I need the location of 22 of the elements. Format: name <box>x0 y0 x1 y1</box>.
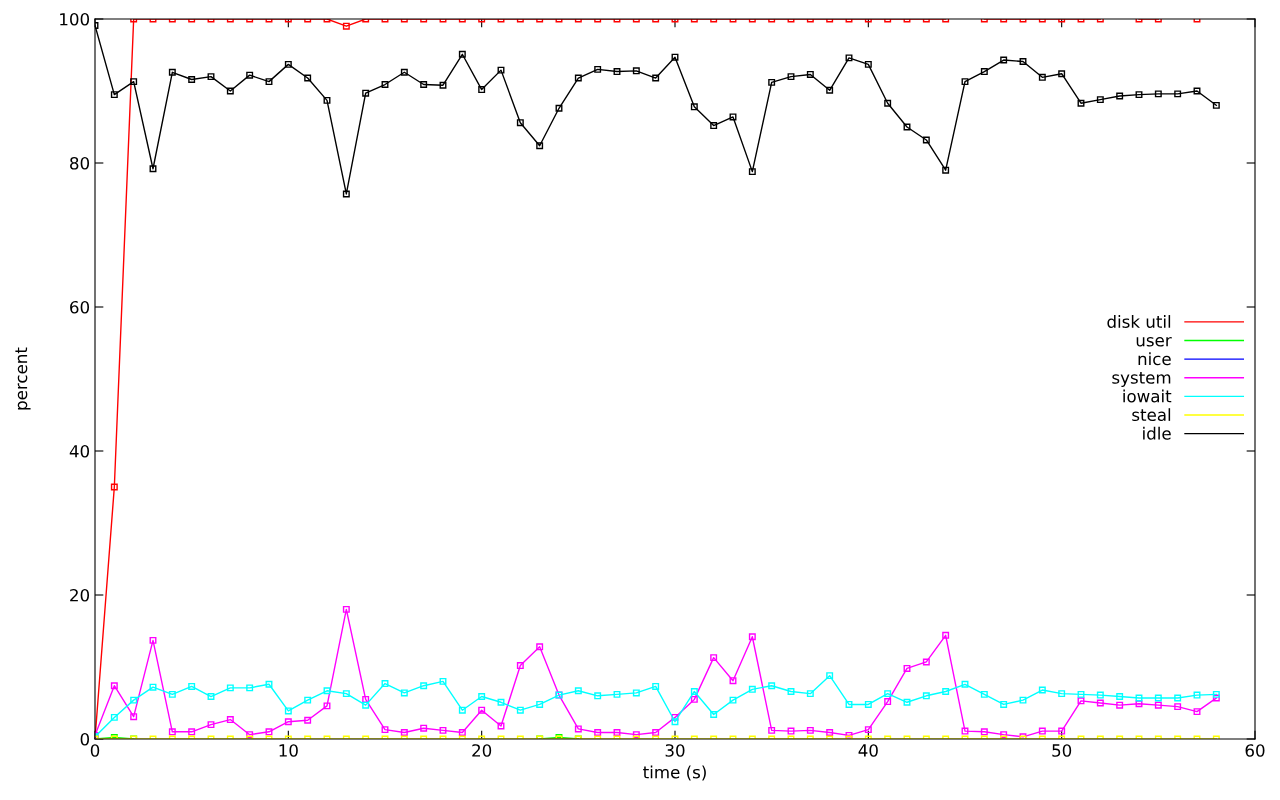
legend-label: nice <box>1138 352 1171 366</box>
x-tick-label: 30 <box>665 744 685 757</box>
x-tick-label: 0 <box>90 744 100 757</box>
x-tick-label: 40 <box>858 744 878 757</box>
x-tick-label: 60 <box>1245 744 1265 757</box>
x-tick-label: 50 <box>1052 744 1072 757</box>
x-axis-title: time (s) <box>643 765 706 781</box>
y-tick-label: 20 <box>70 588 90 602</box>
y-tick-label: 60 <box>70 300 90 314</box>
legend-label: iowait <box>1123 389 1172 403</box>
legend-label: steal <box>1132 408 1171 422</box>
legend-label: system <box>1112 371 1171 388</box>
x-tick-label: 20 <box>472 744 492 757</box>
x-tick-label: 10 <box>279 744 298 757</box>
legend-label: disk util <box>1107 315 1171 328</box>
y-tick-label: 100 <box>60 12 90 26</box>
y-tick-label: 80 <box>70 156 90 170</box>
y-tick-label: 40 <box>69 444 90 458</box>
legend-label: idle <box>1143 426 1171 440</box>
y-axis-title: percent <box>15 347 31 410</box>
y-tick-label: 0 <box>80 732 90 746</box>
legend-label: user <box>1136 337 1172 347</box>
